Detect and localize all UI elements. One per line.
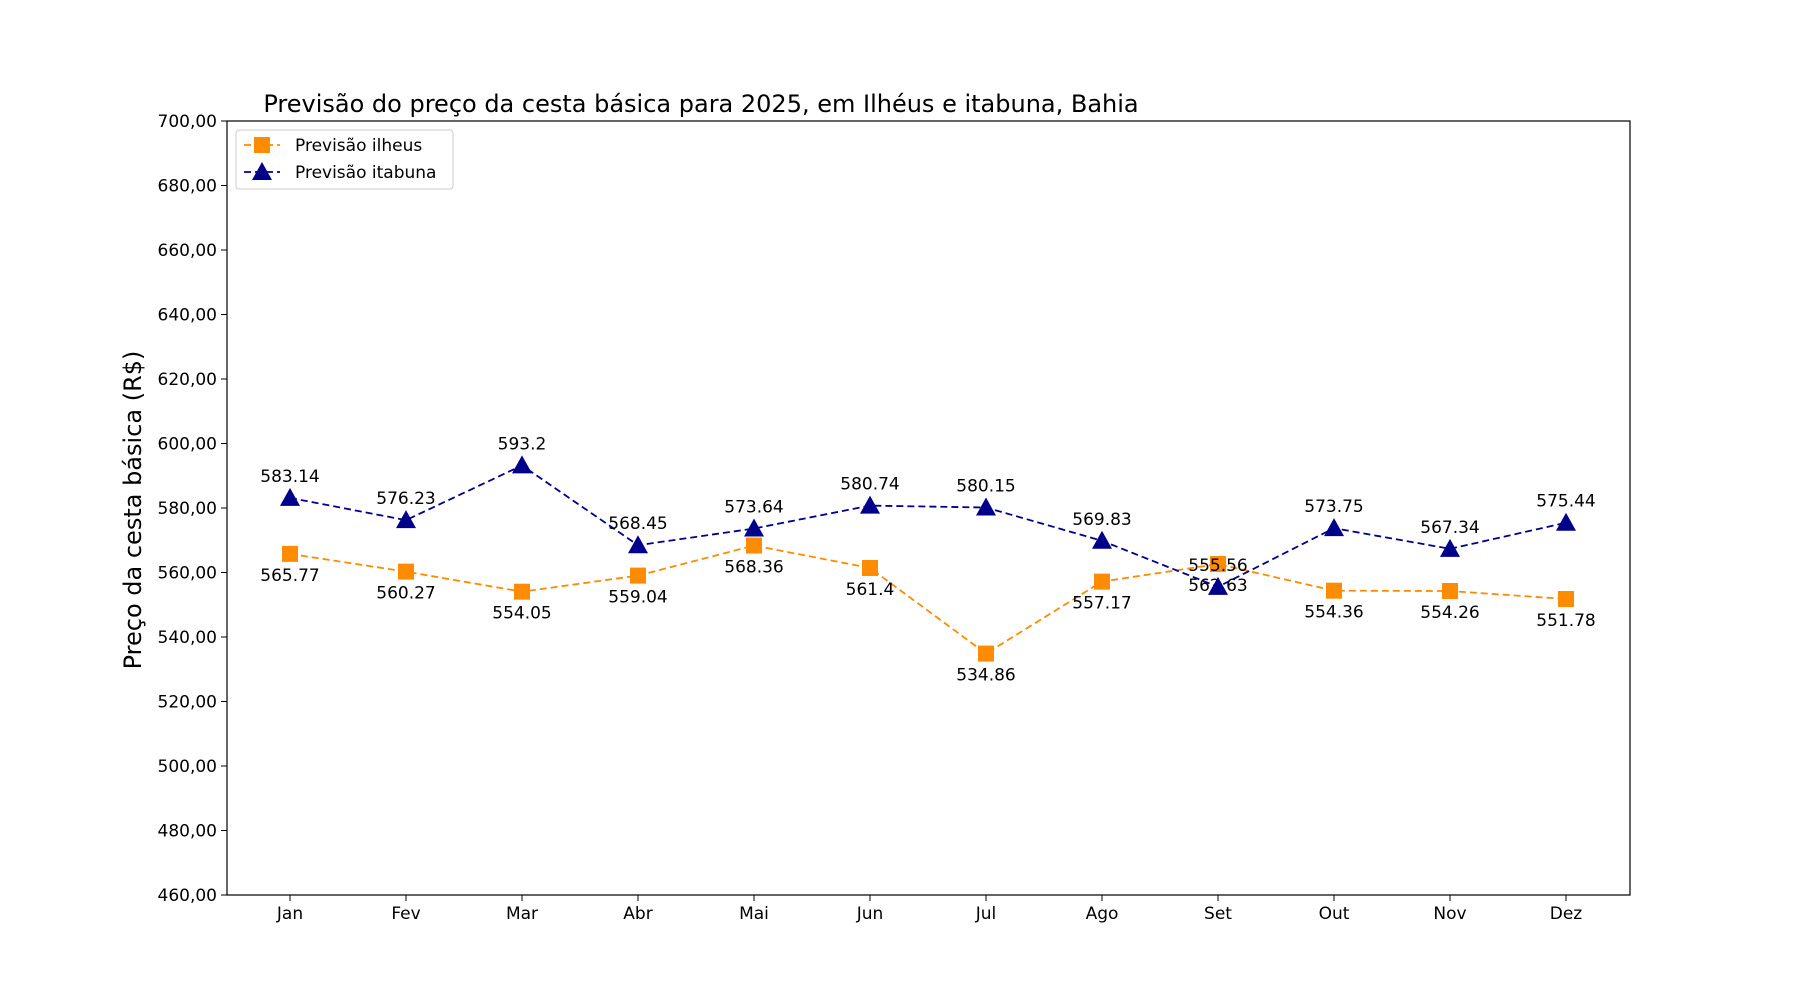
series-line — [289, 464, 1567, 588]
y-tick-label: 460,00 — [158, 886, 217, 906]
data-label: 555.56 — [1188, 556, 1247, 576]
y-tick-label: 640,00 — [158, 306, 217, 326]
data-point — [630, 567, 646, 584]
x-tick-label: Mai — [739, 904, 769, 924]
x-tick-label: Out — [1319, 904, 1350, 924]
data-point — [280, 487, 300, 506]
data-point — [746, 537, 762, 554]
data-label: 559.04 — [608, 588, 667, 608]
data-label: 573.64 — [724, 498, 783, 518]
data-point — [1558, 591, 1574, 608]
y-axis: 460,00 480,00 500,00 520,00 540,00 560,00 580,… — [158, 112, 227, 906]
chart-title: Previsão do preço da cesta básica para 2… — [263, 90, 1138, 118]
data-label: 569.83 — [1072, 510, 1131, 530]
data-label: 561.4 — [846, 580, 895, 600]
y-tick-label: 540,00 — [158, 628, 217, 648]
data-point — [1440, 538, 1460, 557]
data-label: 534.86 — [956, 666, 1015, 686]
y-tick-label: 480,00 — [158, 822, 217, 842]
x-axis: Jan Fev Mar Abr Mai Jun Jul Ago Set Out Nov Dez — [276, 895, 1582, 924]
data-label: 568.36 — [724, 558, 783, 578]
data-point — [978, 645, 994, 662]
data-point — [862, 559, 878, 576]
data-point — [514, 583, 530, 600]
data-point — [628, 535, 648, 554]
x-tick-label: Jun — [856, 904, 884, 924]
y-tick-label: 500,00 — [158, 757, 217, 777]
data-point — [860, 495, 880, 514]
data-point — [1092, 530, 1112, 549]
series-line — [289, 544, 1567, 655]
y-tick-label: 620,00 — [158, 370, 217, 390]
data-label: 575.44 — [1536, 492, 1595, 512]
data-label: 583.14 — [260, 467, 319, 487]
x-tick-label: Mar — [506, 904, 538, 924]
data-label: 593.2 — [498, 434, 547, 454]
plot-area: 565.77 560.27 554.05 559.04 568.36 561.4 534.8… — [260, 434, 1595, 685]
y-tick-label: 520,00 — [158, 693, 217, 713]
data-label: 554.05 — [492, 604, 551, 624]
data-label: 557.17 — [1072, 594, 1131, 614]
data-point — [282, 545, 298, 562]
legend: Previsão ilheus Previsão itabuna — [235, 129, 454, 190]
data-label: 568.45 — [608, 514, 667, 534]
y-axis-label: Preço da cesta básica (R$) — [119, 351, 147, 670]
data-point — [1208, 576, 1228, 595]
data-label: 580.15 — [956, 477, 1015, 497]
x-tick-label: Set — [1204, 904, 1232, 924]
legend-box — [235, 129, 454, 190]
x-tick-label: Fev — [391, 904, 420, 924]
data-label: 554.26 — [1420, 603, 1479, 623]
y-tick-label: 580,00 — [158, 499, 217, 519]
y-tick-label: 680,00 — [158, 177, 217, 197]
x-tick-label: Abr — [623, 904, 652, 924]
data-point — [1094, 573, 1110, 590]
data-point — [744, 518, 764, 537]
data-point — [1210, 556, 1226, 573]
data-label: 565.77 — [260, 566, 319, 586]
data-point — [1442, 583, 1458, 600]
legend-entry: Previsão ilheus — [244, 136, 422, 156]
data-label: 551.78 — [1536, 611, 1595, 631]
data-point — [1324, 518, 1344, 537]
x-tick-label: Dez — [1550, 904, 1583, 924]
data-point — [398, 563, 414, 580]
legend-label: Previsão itabuna — [295, 163, 436, 183]
data-point — [396, 510, 416, 529]
x-tick-label: Jan — [276, 904, 303, 924]
x-tick-label: Nov — [1433, 904, 1466, 924]
data-label: 560.27 — [376, 584, 435, 604]
legend-marker — [252, 162, 272, 180]
y-tick-label: 700,00 — [158, 112, 217, 132]
series-2: 583.14 576.23 593.2 568.45 573.64 580.74 580.1… — [260, 434, 1596, 595]
data-point — [976, 497, 996, 516]
data-label: 580.74 — [840, 475, 899, 495]
y-tick-label: 560,00 — [158, 564, 217, 584]
y-tick-label: 660,00 — [158, 241, 217, 261]
legend-label: Previsão ilheus — [295, 136, 422, 156]
plot-frame — [226, 120, 1631, 896]
data-point — [512, 455, 532, 474]
legend-entry: Previsão itabuna — [244, 162, 436, 183]
data-point — [1556, 512, 1576, 531]
series-1: 565.77 560.27 554.05 559.04 568.36 561.4 534.8… — [260, 537, 1596, 686]
data-label: 576.23 — [376, 489, 435, 509]
data-label: 573.75 — [1304, 497, 1363, 517]
x-tick-label: Ago — [1086, 904, 1119, 924]
data-label: 567.34 — [1420, 518, 1479, 538]
x-tick-label: Jul — [975, 904, 997, 924]
y-tick-label: 600,00 — [158, 435, 217, 455]
data-point — [1326, 582, 1342, 599]
legend-marker — [254, 137, 270, 153]
data-label: 554.36 — [1304, 603, 1363, 623]
